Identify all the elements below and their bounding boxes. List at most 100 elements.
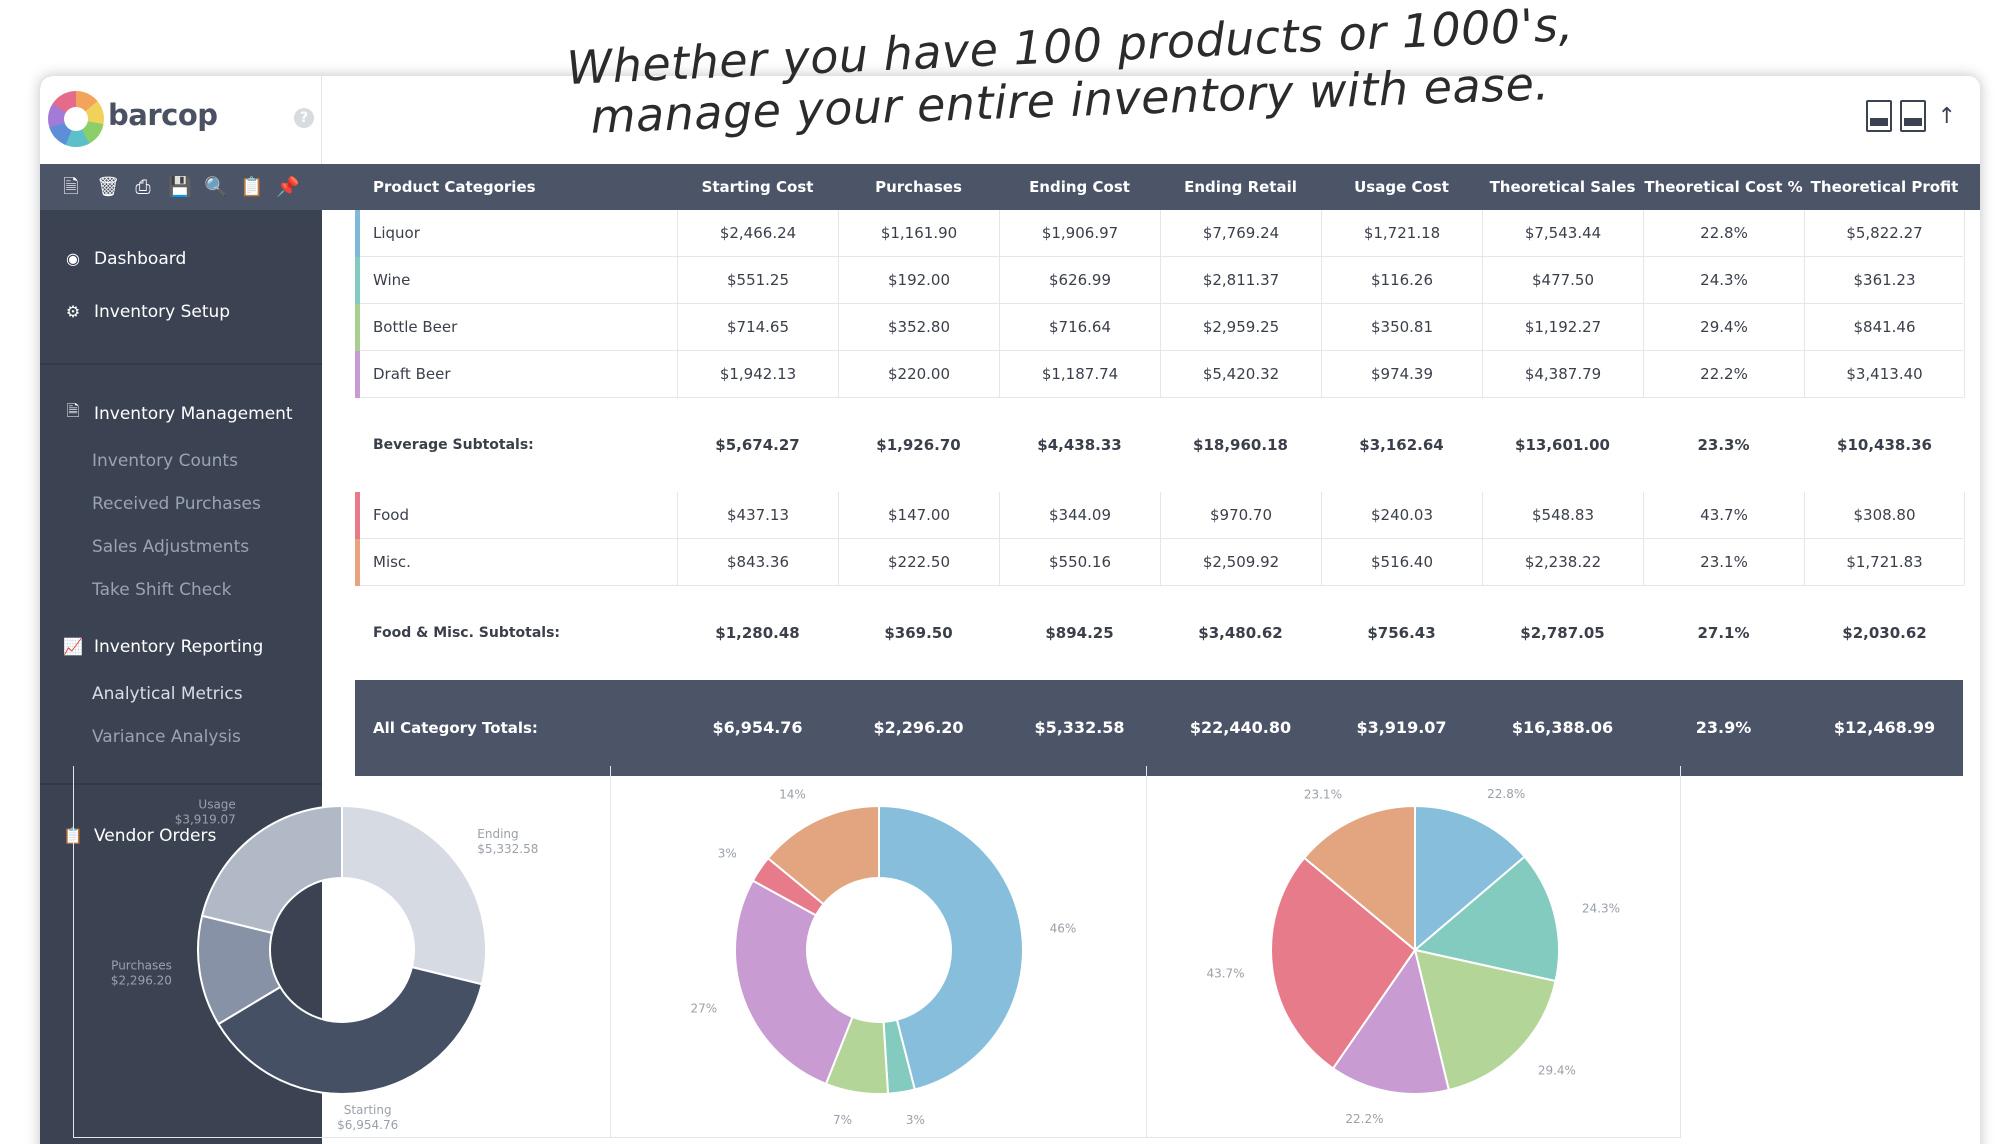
sidebar-subitem-analytical-metrics[interactable]: Analytical Metrics <box>92 684 243 704</box>
table-cell: $220.00 <box>838 351 999 398</box>
pie-slice[interactable] <box>341 804 487 986</box>
slice-label: 29.4% <box>1538 1063 1576 1077</box>
table-row[interactable]: Draft Beer $1,942.13 $220.00 $1,187.74 $5,42… <box>355 351 1965 398</box>
export-toolbar: XLS PDF ↑ <box>1865 100 1956 132</box>
gear-icon: ⚙ <box>65 302 81 321</box>
save-icon[interactable]: 💾 <box>168 176 192 198</box>
pie-slice[interactable] <box>1413 948 1557 1092</box>
sidebar-item-vendor-orders[interactable]: 📋 Vendor Orders <box>40 809 322 862</box>
sidebar-subitem-take-shift-check[interactable]: Take Shift Check <box>92 580 232 600</box>
slice-label: 46% <box>1050 921 1077 935</box>
table-cell: 43.7% <box>1643 492 1804 539</box>
slice-label: 22.8% <box>1487 787 1525 801</box>
header-theoretical-sales[interactable]: Theoretical Sales <box>1489 178 1636 196</box>
table-cell: $192.00 <box>838 257 999 304</box>
sidebar-item-inventory-management[interactable]: 🗎 Inventory Management <box>40 387 322 440</box>
help-icon[interactable]: ? <box>294 108 314 128</box>
header-theoretical-profit[interactable]: Theoretical Profit <box>1810 178 1959 196</box>
table-cell: $5,420.32 <box>1160 351 1321 398</box>
summary-cell: $756.43 <box>1367 624 1436 642</box>
pie-slice[interactable] <box>878 804 1024 1091</box>
print-icon[interactable]: ⎙ <box>135 176 151 198</box>
sidebar-nav: ◉ Dashboard ⚙ Inventory Setup 🗎 Inventor… <box>40 210 322 862</box>
table-cell: $437.13 <box>677 492 838 539</box>
sidebar-item-dashboard[interactable]: ◉ Dashboard <box>40 232 322 285</box>
table-cell: 29.4% <box>1643 304 1804 351</box>
header-theoretical-cost-pct[interactable]: Theoretical Cost % <box>1644 178 1803 196</box>
table-cell: $714.65 <box>677 304 838 351</box>
chart-panel-usage-share: 46% 3% 7% 27% 3% 14% <box>610 766 1146 1138</box>
sidebar-item-inventory-reporting[interactable]: 📈 Inventory Reporting <box>40 620 322 673</box>
table-cell: $1,721.83 <box>1804 539 1965 586</box>
slice-label: Ending $5,332.58 <box>477 827 538 856</box>
document-icon: 🗎 <box>66 401 80 420</box>
summary-cell: $5,674.27 <box>715 436 800 454</box>
header-usage-cost[interactable]: Usage Cost <box>1354 178 1449 196</box>
pie-slice[interactable] <box>217 965 484 1095</box>
slice-label: Purchases $2,296.20 <box>111 959 172 988</box>
slice-label: 22.2% <box>1345 1112 1383 1126</box>
all-category-totals-row: All Category Totals: $6,954.76 $2,296.20 $5… <box>355 680 1963 776</box>
table-cell: $2,811.37 <box>1160 257 1321 304</box>
pie-slice[interactable] <box>1270 856 1417 1070</box>
search-zoom-icon[interactable]: 🔍 <box>204 176 228 198</box>
slice-label: 27% <box>690 1001 717 1015</box>
table-row[interactable]: Misc. $843.36 $222.50 $550.16 $2,509.92 $516.… <box>355 539 1965 586</box>
category-color-bar <box>355 257 360 304</box>
category-color-bar <box>355 539 360 586</box>
header-ending-cost[interactable]: Ending Cost <box>1029 178 1130 196</box>
sidebar-subitem-inventory-counts[interactable]: Inventory Counts <box>92 451 238 471</box>
pie-slice[interactable] <box>1412 855 1560 983</box>
bar-chart-icon: 📈 <box>63 637 83 656</box>
sidebar-subitem-variance-analysis[interactable]: Variance Analysis <box>92 727 241 747</box>
pie-slice[interactable] <box>766 804 880 906</box>
table-cell: 22.8% <box>1643 210 1804 257</box>
table-cell: $551.25 <box>677 257 838 304</box>
pie-slice[interactable] <box>1414 804 1527 953</box>
header-purchases[interactable]: Purchases <box>875 178 962 196</box>
pie-slice[interactable] <box>200 804 343 935</box>
summary-cell: $2,030.62 <box>1842 624 1927 642</box>
summary-cell: 23.9% <box>1695 718 1752 737</box>
pie-slice[interactable] <box>734 879 854 1086</box>
chart-panel-costs: Ending $5,332.58 Starting $6,954.76 Purchase… <box>74 766 610 1138</box>
sidebar-item-inventory-setup[interactable]: ⚙ Inventory Setup <box>40 285 322 338</box>
header-ending-retail[interactable]: Ending Retail <box>1184 178 1297 196</box>
category-name: Wine <box>373 271 411 289</box>
summary-cell: $369.50 <box>884 624 953 642</box>
table-cell: $308.80 <box>1804 492 1965 539</box>
xls-export-icon[interactable]: XLS <box>1865 100 1892 132</box>
logo-text: barcop <box>108 98 218 132</box>
upload-icon[interactable]: ↑ <box>1937 103 1956 129</box>
table-row[interactable]: Bottle Beer $714.65 $352.80 $716.64 $2,959.2… <box>355 304 1965 351</box>
table-row[interactable]: Liquor $2,466.24 $1,161.90 $1,906.97 $7,769.… <box>355 210 1965 257</box>
summary-label: All Category Totals: <box>373 719 538 737</box>
table-cell: $352.80 <box>838 304 999 351</box>
table-cell: $548.83 <box>1482 492 1643 539</box>
header-product-categories[interactable]: Product Categories <box>373 178 536 196</box>
pie-slice[interactable] <box>1331 947 1451 1095</box>
copy-icon[interactable]: 📋 <box>240 176 264 198</box>
clipboard-icon[interactable]: 📌 <box>276 176 300 198</box>
table-cell: $116.26 <box>1321 257 1482 304</box>
table-cell: $2,959.25 <box>1160 304 1321 351</box>
pie-slice[interactable] <box>1302 804 1416 953</box>
table-cell: $240.03 <box>1321 492 1482 539</box>
sidebar-item-label: Inventory Reporting <box>94 636 264 657</box>
table-cell: $550.16 <box>999 539 1160 586</box>
sidebar-subitem-sales-adjustments[interactable]: Sales Adjustments <box>92 537 250 557</box>
table-row[interactable]: Food $437.13 $147.00 $344.09 $970.70 $240.03 $… <box>355 492 1965 539</box>
sidebar-subitem-received-purchases[interactable]: Received Purchases <box>92 494 261 514</box>
header-starting-cost[interactable]: Starting Cost <box>701 178 814 196</box>
pdf-export-icon[interactable]: PDF <box>1899 100 1926 132</box>
table-cell: 22.2% <box>1643 351 1804 398</box>
sidebar-toolbar: 🗎 🗑 ⎙ 💾 🔍 📋 📌 <box>40 164 322 210</box>
file-add-icon[interactable]: 🗎 <box>63 176 79 198</box>
table-row[interactable]: Wine $551.25 $192.00 $626.99 $2,811.37 $116.2… <box>355 257 1965 304</box>
table-cell: $1,192.27 <box>1482 304 1643 351</box>
slice-label: 14% <box>779 787 806 801</box>
trash-icon[interactable]: 🗑 <box>96 176 121 198</box>
summary-cell: $18,960.18 <box>1193 436 1288 454</box>
app-window: barcop ? 🗎 🗑 ⎙ 💾 🔍 📋 📌 ◉ Dashboard ⚙ Inv… <box>40 76 1980 1144</box>
charts-area: Ending $5,332.58 Starting $6,954.76 Purchase… <box>73 766 1681 1138</box>
